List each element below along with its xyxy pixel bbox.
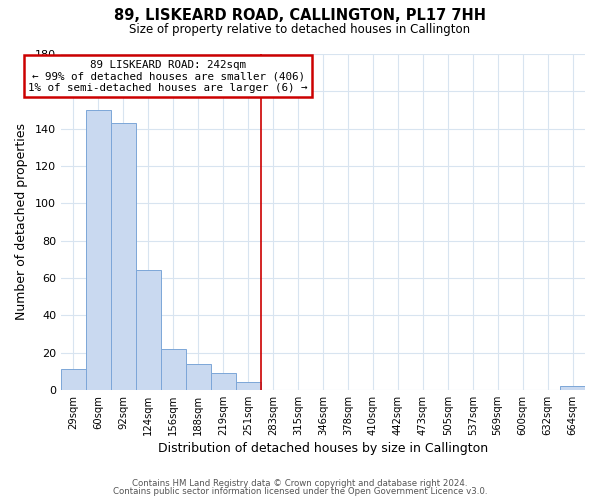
Bar	[236, 382, 260, 390]
Bar	[560, 386, 585, 390]
Bar	[86, 110, 111, 390]
X-axis label: Distribution of detached houses by size in Callington: Distribution of detached houses by size …	[158, 442, 488, 455]
Bar	[61, 370, 86, 390]
Text: 89, LISKEARD ROAD, CALLINGTON, PL17 7HH: 89, LISKEARD ROAD, CALLINGTON, PL17 7HH	[114, 8, 486, 22]
Bar	[186, 364, 211, 390]
Y-axis label: Number of detached properties: Number of detached properties	[15, 124, 28, 320]
Bar	[211, 373, 236, 390]
Bar	[161, 349, 186, 390]
Bar	[136, 270, 161, 390]
Text: Contains HM Land Registry data © Crown copyright and database right 2024.: Contains HM Land Registry data © Crown c…	[132, 478, 468, 488]
Text: Size of property relative to detached houses in Callington: Size of property relative to detached ho…	[130, 22, 470, 36]
Text: Contains public sector information licensed under the Open Government Licence v3: Contains public sector information licen…	[113, 487, 487, 496]
Bar	[111, 123, 136, 390]
Text: 89 LISKEARD ROAD: 242sqm
← 99% of detached houses are smaller (406)
1% of semi-d: 89 LISKEARD ROAD: 242sqm ← 99% of detach…	[28, 60, 308, 93]
